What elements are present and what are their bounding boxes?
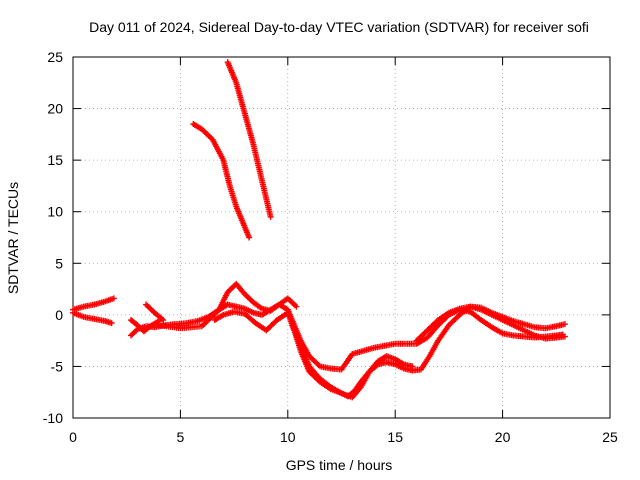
y-tick-label: 20 xyxy=(47,101,63,117)
series-arc-f xyxy=(155,280,300,332)
series-arc-a xyxy=(70,295,117,313)
y-tick-label: 25 xyxy=(47,49,63,65)
x-tick-label: 15 xyxy=(387,429,403,445)
ticks: 0 5 10 15 20 25 -10 -5 0 5 10 15 20 25 xyxy=(43,49,618,445)
y-tick-label: 5 xyxy=(55,255,63,271)
plot-frame xyxy=(72,56,611,419)
data-point xyxy=(293,303,300,310)
series-arc-i xyxy=(413,303,568,344)
data-point xyxy=(561,333,568,340)
y-tick-label: 15 xyxy=(47,152,63,168)
y-tick-label: -5 xyxy=(51,358,64,374)
data-point xyxy=(246,234,253,241)
x-tick-label: 0 xyxy=(69,429,77,445)
x-tick-label: 25 xyxy=(602,429,618,445)
data-point xyxy=(160,317,167,324)
series-arc-b xyxy=(70,309,115,327)
data-point xyxy=(409,363,416,370)
x-tick-label: 10 xyxy=(280,429,296,445)
y-tick-label: 10 xyxy=(47,204,63,220)
x-axis-label: GPS time / hours xyxy=(286,457,393,473)
chart-title: Day 011 of 2024, Sidereal Day-to-day VTE… xyxy=(89,19,589,35)
x-tick-label: 20 xyxy=(495,429,511,445)
series-arc-k xyxy=(224,59,274,220)
series-arc-h xyxy=(289,322,416,401)
y-tick-label: -10 xyxy=(43,410,63,426)
data-point xyxy=(133,327,140,334)
y-axis-label: SDTVAR / TECUs xyxy=(5,182,21,294)
data-point xyxy=(561,321,568,328)
series-arc-j xyxy=(190,121,253,241)
data-point xyxy=(108,320,115,327)
data-point xyxy=(267,213,274,220)
series-arc-d xyxy=(143,301,167,324)
y-tick-label: 0 xyxy=(55,307,63,323)
data-point xyxy=(110,295,117,302)
data-points xyxy=(70,59,568,401)
x-tick-label: 5 xyxy=(177,429,185,445)
